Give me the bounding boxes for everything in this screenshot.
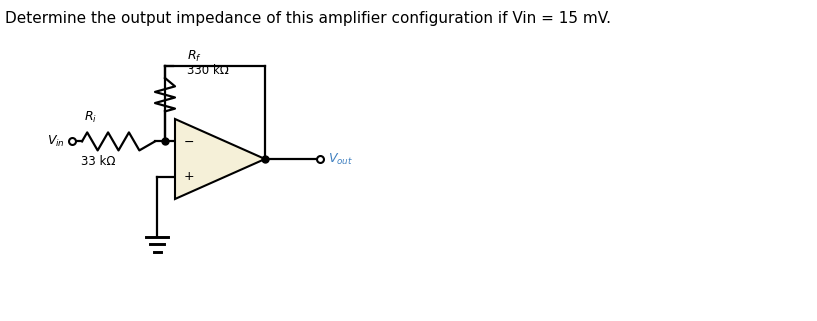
Text: $+$: $+$ (183, 170, 194, 183)
Text: Determine the output impedance of this amplifier configuration if Vin = 15 mV.: Determine the output impedance of this a… (5, 11, 611, 26)
Text: 330 kΩ: 330 kΩ (187, 64, 229, 77)
Text: $V_{in}$: $V_{in}$ (47, 134, 65, 149)
Text: $R_i$: $R_i$ (83, 110, 96, 126)
Polygon shape (175, 119, 265, 199)
Text: $V_{out}$: $V_{out}$ (328, 152, 353, 167)
Text: $-$: $-$ (183, 135, 194, 148)
Text: $R_f$: $R_f$ (187, 49, 202, 64)
Text: 33 kΩ: 33 kΩ (81, 155, 116, 169)
